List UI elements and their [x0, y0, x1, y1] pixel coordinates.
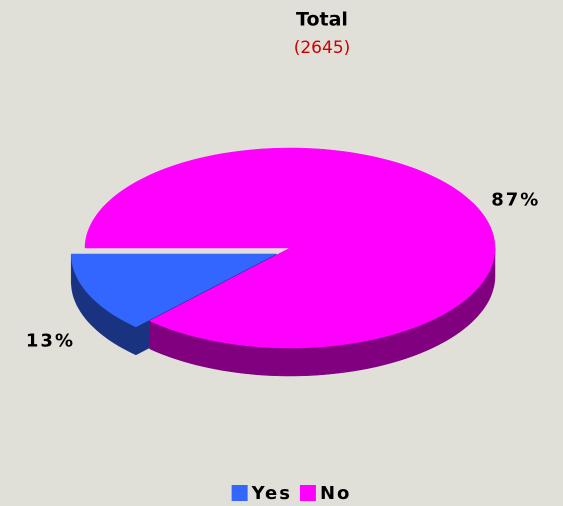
legend-swatch	[299, 485, 316, 501]
legend-label: Yes	[251, 483, 292, 504]
data-label: 87%	[491, 189, 540, 210]
chart-title: Total	[296, 9, 348, 31]
legend-swatch	[231, 485, 248, 501]
legend: Yes No	[231, 483, 351, 504]
legend-label: No	[320, 483, 351, 504]
slice	[70, 253, 277, 328]
data-label: 13%	[26, 331, 75, 352]
slice	[84, 147, 496, 349]
chart-subtitle: (2645)	[294, 38, 351, 58]
